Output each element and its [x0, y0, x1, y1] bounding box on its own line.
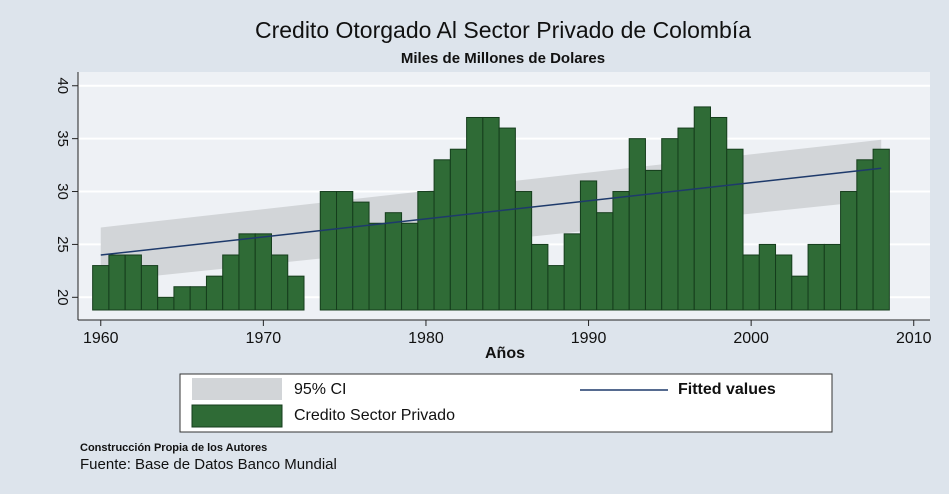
x-tick-label: 2000	[733, 330, 769, 347]
x-tick-label: 2010	[896, 330, 932, 347]
bar	[287, 275, 305, 311]
bar	[661, 138, 679, 311]
legend-label: Fitted values	[678, 381, 776, 398]
bar	[319, 191, 338, 311]
bar	[433, 159, 451, 311]
bar	[872, 148, 890, 311]
bar	[401, 222, 419, 311]
bar	[189, 286, 207, 311]
bar	[677, 127, 695, 311]
bar	[823, 243, 842, 311]
note: Construcción Propia de los Autores	[80, 442, 267, 454]
bar	[222, 254, 240, 311]
bar	[547, 265, 565, 311]
legend	[179, 373, 833, 433]
y-tick-label: 20	[54, 289, 71, 306]
bar	[596, 212, 614, 311]
bar	[498, 127, 516, 311]
bar	[709, 116, 728, 311]
x-axis-label: Años	[485, 345, 525, 362]
x-tick-label: 1970	[246, 330, 282, 347]
bar	[807, 243, 825, 311]
bar	[384, 212, 403, 311]
bar	[563, 233, 581, 311]
bar	[173, 286, 191, 311]
chart-title: Credito Otorgado Al Sector Privado de Co…	[255, 17, 751, 43]
legend-label: Credito Sector Privado	[294, 407, 455, 424]
bar	[270, 254, 289, 311]
bar	[157, 296, 175, 311]
y-tick-label: 25	[54, 236, 71, 253]
bar	[775, 254, 793, 311]
bar	[482, 116, 500, 311]
bar	[758, 243, 777, 311]
bar	[238, 233, 256, 311]
bar	[726, 148, 744, 311]
legend-label: 95% CI	[294, 381, 346, 398]
bar	[124, 254, 142, 311]
bar	[449, 148, 468, 311]
bar	[791, 275, 809, 311]
x-tick-label: 1960	[83, 330, 119, 347]
bar	[693, 106, 711, 311]
chart-subtitle: Miles de Millones de Dolares	[401, 50, 605, 67]
bar	[205, 275, 224, 311]
bar	[368, 222, 386, 311]
legend-swatch	[192, 378, 282, 400]
bar	[140, 265, 159, 311]
x-tick-label: 1990	[571, 330, 607, 347]
y-tick-label: 35	[54, 130, 71, 147]
legend-swatch	[191, 404, 283, 428]
bar	[108, 254, 126, 311]
bar	[336, 191, 354, 311]
bar	[531, 243, 549, 311]
fitted-line	[100, 167, 882, 256]
bar	[628, 138, 646, 311]
bar	[352, 201, 370, 311]
note: Fuente: Base de Datos Banco Mundial	[80, 456, 337, 473]
x-tick-label: 1980	[408, 330, 444, 347]
bar	[612, 191, 630, 311]
bar	[840, 191, 858, 311]
bar	[92, 265, 110, 311]
bar	[417, 191, 435, 311]
bar	[254, 233, 272, 311]
y-tick-label: 30	[54, 183, 71, 200]
bar	[856, 159, 874, 311]
bar	[644, 169, 663, 311]
y-tick-label: 40	[54, 77, 71, 94]
bar	[742, 254, 760, 311]
